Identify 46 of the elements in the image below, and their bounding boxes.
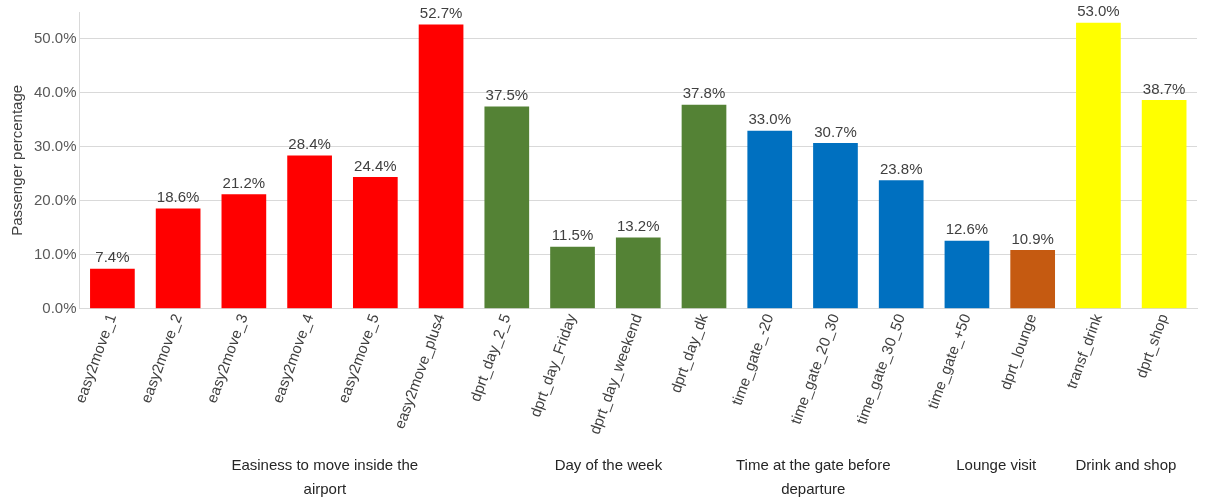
bar: [813, 143, 858, 309]
bar: [418, 24, 464, 309]
y-tick-label: 50.0%: [33, 29, 77, 47]
data-label: 37.5%: [485, 86, 529, 104]
bar: [90, 268, 135, 309]
data-label: 7.4%: [95, 248, 130, 266]
data-label: 11.5%: [551, 226, 594, 244]
data-label: 18.6%: [156, 188, 200, 206]
bar: [1010, 249, 1056, 309]
data-label: 33.0%: [748, 110, 792, 128]
y-tick-label: 30.0%: [33, 137, 77, 155]
data-label: 28.4%: [288, 135, 331, 153]
text: Time at the gate before departure: [735, 455, 891, 497]
y-tick-label: 40.0%: [33, 83, 77, 101]
data-label: 12.6%: [945, 220, 989, 238]
bar: [484, 106, 530, 309]
text: Day of the week: [554, 455, 663, 473]
bar: [1076, 22, 1121, 309]
bar: [681, 104, 727, 309]
data-label: 24.4%: [354, 156, 397, 174]
y-tick-label: 10.0%: [33, 244, 77, 262]
bar: [221, 194, 267, 309]
text: Easiness to move inside the airport: [231, 455, 419, 497]
text: Drink and shop: [1075, 455, 1177, 473]
bar: [550, 246, 595, 309]
data-label: 53.0%: [1077, 2, 1120, 20]
data-label: 23.8%: [879, 159, 923, 177]
bar: [287, 155, 332, 309]
text: Lounge visit: [956, 455, 1038, 473]
bar: [747, 130, 793, 309]
y-tick-label: 20.0%: [33, 190, 77, 208]
bar: [878, 180, 924, 309]
bar: [1141, 99, 1187, 309]
y-axis-title: Passenger percentage: [8, 84, 26, 236]
bar: [352, 177, 398, 309]
data-label: 10.9%: [1011, 229, 1054, 247]
bar: [615, 237, 661, 309]
data-label: 52.7%: [419, 4, 463, 22]
data-label: 38.7%: [1142, 79, 1186, 97]
bar: [944, 240, 990, 309]
bar: [155, 208, 201, 309]
data-label: 37.8%: [682, 84, 726, 102]
data-label: 13.2%: [616, 217, 660, 235]
data-label: 21.2%: [222, 173, 266, 191]
y-tick-label: 0.0%: [42, 298, 77, 316]
data-label: 30.7%: [814, 122, 857, 140]
